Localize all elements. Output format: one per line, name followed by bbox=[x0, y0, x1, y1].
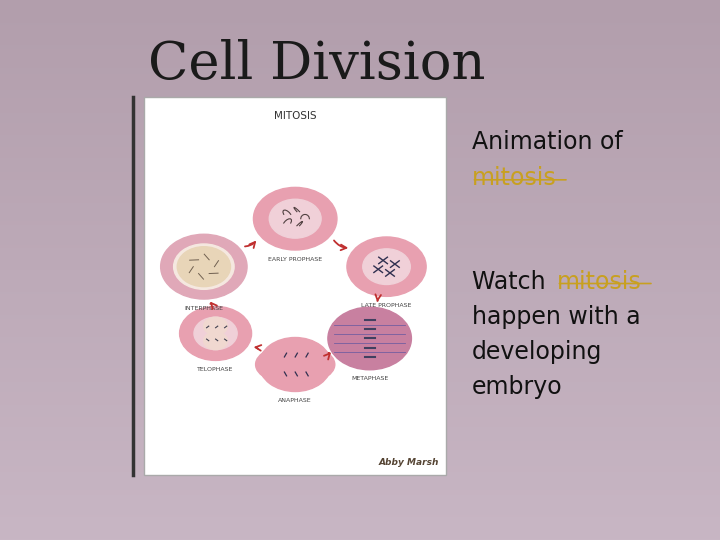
Ellipse shape bbox=[256, 345, 335, 384]
Text: LATE PROPHASE: LATE PROPHASE bbox=[361, 303, 412, 308]
Circle shape bbox=[177, 247, 230, 287]
Circle shape bbox=[174, 244, 234, 289]
Text: METAPHASE: METAPHASE bbox=[351, 376, 388, 381]
Circle shape bbox=[259, 338, 331, 392]
Text: Animation of: Animation of bbox=[472, 130, 622, 153]
Circle shape bbox=[179, 306, 251, 360]
Text: EARLY PROPHASE: EARLY PROPHASE bbox=[268, 256, 323, 261]
Circle shape bbox=[269, 199, 321, 238]
Text: ANAPHASE: ANAPHASE bbox=[279, 398, 312, 403]
Text: mitosis: mitosis bbox=[472, 166, 557, 190]
Text: TELOPHASE: TELOPHASE bbox=[197, 367, 234, 372]
Text: Watch: Watch bbox=[472, 270, 553, 294]
Circle shape bbox=[194, 317, 237, 349]
Circle shape bbox=[204, 317, 228, 335]
Ellipse shape bbox=[181, 314, 250, 352]
Circle shape bbox=[204, 332, 228, 349]
Circle shape bbox=[347, 237, 426, 296]
Text: Cell Division: Cell Division bbox=[148, 39, 485, 90]
Text: developing: developing bbox=[472, 340, 602, 364]
Text: MITOSIS: MITOSIS bbox=[274, 111, 317, 121]
Text: mitosis: mitosis bbox=[557, 270, 642, 294]
FancyBboxPatch shape bbox=[144, 97, 446, 475]
Text: Abby Marsh: Abby Marsh bbox=[379, 458, 439, 467]
Text: embryo: embryo bbox=[472, 375, 562, 399]
Circle shape bbox=[253, 187, 337, 250]
Circle shape bbox=[161, 234, 247, 299]
Circle shape bbox=[328, 307, 411, 370]
Text: INTERPHASE: INTERPHASE bbox=[184, 306, 223, 310]
Text: happen with a: happen with a bbox=[472, 305, 640, 329]
Circle shape bbox=[363, 249, 410, 285]
